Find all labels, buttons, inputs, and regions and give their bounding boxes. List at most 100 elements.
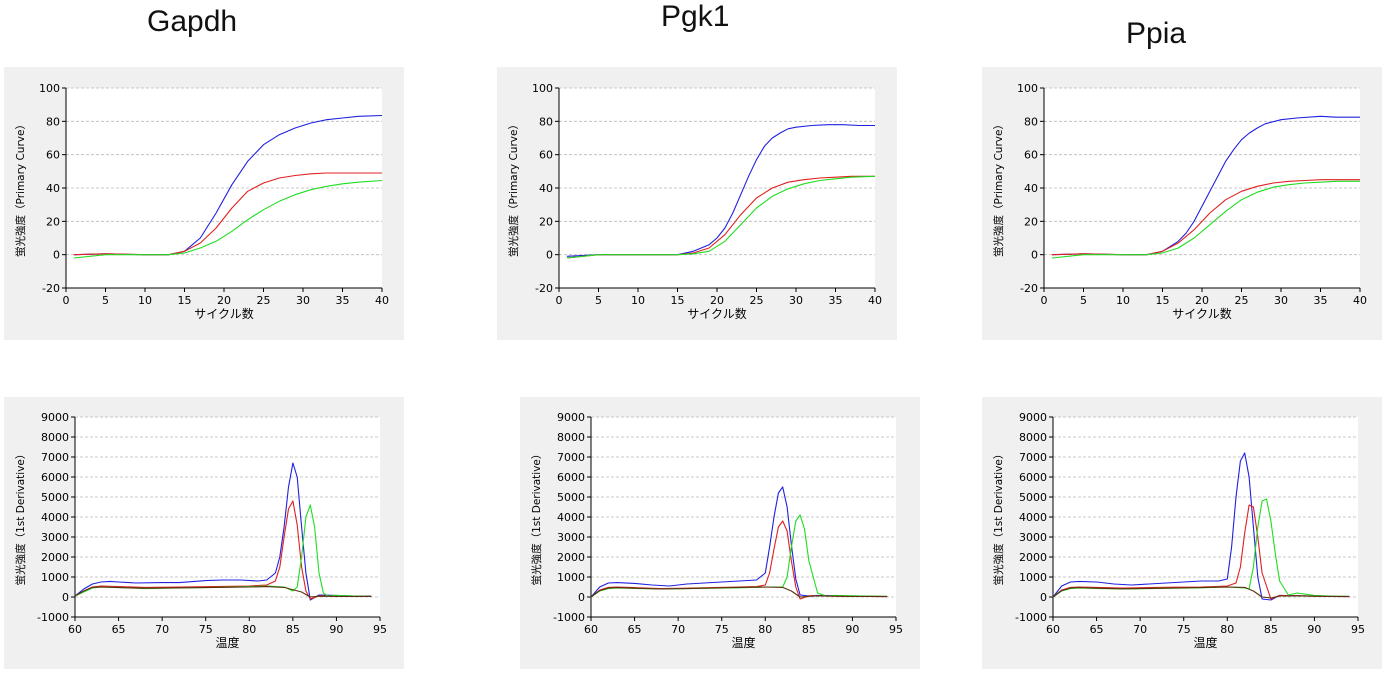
x-axis-label: 温度 <box>1193 635 1217 650</box>
y-tick-label: 60 <box>1024 149 1038 162</box>
series-line-dark <box>74 586 372 598</box>
y-tick-label: 4000 <box>41 511 69 524</box>
y-tick-label: 5000 <box>41 491 69 504</box>
x-axis-label: サイクル数 <box>194 306 253 321</box>
y-axis-label: 蛍光強度（Primary Curve） <box>14 119 27 257</box>
x-tick-label: 85 <box>802 623 816 636</box>
x-tick-label: 80 <box>758 623 772 636</box>
y-tick-label: 1000 <box>41 571 69 584</box>
chart-panel-ppia-melt: -1000 0 1000 2000 3000 4000 5000 6000 7000 8000 90… <box>982 397 1382 669</box>
y-tick-label: 2000 <box>557 551 585 564</box>
y-tick-label: 8000 <box>557 431 585 444</box>
x-tick-label: 60 <box>1046 623 1060 636</box>
x-tick-label: 0 <box>63 294 70 307</box>
x-tick-label: 15 <box>1156 294 1170 307</box>
y-tick-label: 3000 <box>557 531 585 544</box>
y-tick-label: 9000 <box>557 411 585 424</box>
x-tick-label: 0 <box>556 294 563 307</box>
x-tick-label: 30 <box>789 294 803 307</box>
series-line-green <box>73 179 383 259</box>
y-tick-label: 5000 <box>1019 491 1047 504</box>
series-line-dark <box>1052 586 1350 599</box>
y-tick-label: -20 <box>535 282 553 295</box>
y-tick-label: 1000 <box>1019 571 1047 584</box>
x-tick-label: 65 <box>1090 623 1104 636</box>
x-axis-label: サイクル数 <box>1172 306 1231 321</box>
gene-title-gapdh: Gapdh <box>147 5 238 38</box>
y-tick-label: 100 <box>39 82 60 95</box>
x-tick-label: 90 <box>845 623 859 636</box>
y-tick-label: 7000 <box>557 451 585 464</box>
melt-chart-gapdh: -1000 0 1000 2000 3000 4000 5000 6000 7000 8000 90… <box>14 411 387 650</box>
x-tick-label: 25 <box>1235 294 1249 307</box>
y-tick-label: 4000 <box>1019 511 1047 524</box>
y-tick-label: 40 <box>46 182 60 195</box>
x-tick-label: 75 <box>715 623 729 636</box>
y-tick-label: 60 <box>539 149 553 162</box>
x-tick-label: 35 <box>829 294 843 307</box>
x-tick-label: 25 <box>257 294 271 307</box>
x-tick-label: 20 <box>710 294 724 307</box>
y-tick-label: 20 <box>46 215 60 228</box>
x-tick-label: 95 <box>889 623 903 636</box>
x-tick-label: 90 <box>1307 623 1321 636</box>
y-tick-label: 7000 <box>41 451 69 464</box>
y-tick-label: -1000 <box>37 611 69 624</box>
y-tick-label: 6000 <box>41 471 69 484</box>
y-tick-label: -1000 <box>1015 611 1047 624</box>
y-tick-label: 40 <box>539 182 553 195</box>
y-tick-label: 100 <box>1017 82 1038 95</box>
x-tick-label: 15 <box>671 294 685 307</box>
x-tick-label: 80 <box>1220 623 1234 636</box>
y-tick-label: 0 <box>1031 249 1038 262</box>
y-tick-label: 0 <box>53 249 60 262</box>
chart-panel-gapdh-melt: -1000 0 1000 2000 3000 4000 5000 6000 7000 8000 90… <box>4 397 404 669</box>
chart-panel-ppia-amplification: -20 0 20 40 60 80 100 0 5 10 15 20 25 30 35 40 サイクル数 蛍光強度… <box>982 67 1382 340</box>
y-tick-label: 2000 <box>41 551 69 564</box>
x-tick-label: 35 <box>336 294 350 307</box>
x-tick-label: 95 <box>1351 623 1365 636</box>
chart-panel-pgk1-amplification: -20 0 20 40 60 80 100 0 5 10 15 20 25 30 35 40 サイクル数 蛍光強度… <box>497 67 897 340</box>
x-axis-label: 温度 <box>731 635 755 650</box>
x-tick-label: 10 <box>1116 294 1130 307</box>
y-tick-label: 5000 <box>557 491 585 504</box>
x-tick-label: 85 <box>286 623 300 636</box>
y-tick-label: 20 <box>539 215 553 228</box>
y-tick-label: 60 <box>46 149 60 162</box>
y-tick-label: 2000 <box>1019 551 1047 564</box>
y-tick-label: 80 <box>1024 115 1038 128</box>
x-tick-label: 70 <box>671 623 685 636</box>
x-tick-label: 40 <box>1353 294 1367 307</box>
x-tick-label: 35 <box>1314 294 1328 307</box>
gene-title-ppia: Ppia <box>1126 17 1187 50</box>
y-tick-label: 3000 <box>41 531 69 544</box>
x-tick-label: 40 <box>375 294 389 307</box>
y-axis-label: 蛍光強度（1st Derivative） <box>14 449 27 586</box>
x-tick-label: 80 <box>242 623 256 636</box>
y-tick-label: 8000 <box>41 431 69 444</box>
y-tick-label: 6000 <box>1019 471 1047 484</box>
y-tick-label: 80 <box>46 115 60 128</box>
x-tick-label: 15 <box>178 294 192 307</box>
y-tick-label: 7000 <box>1019 451 1047 464</box>
x-tick-label: 5 <box>595 294 602 307</box>
series-line-green <box>1051 180 1360 259</box>
y-tick-label: -20 <box>1020 282 1038 295</box>
y-tick-label: 3000 <box>1019 531 1047 544</box>
x-tick-label: 10 <box>138 294 152 307</box>
series-line-blue <box>566 124 875 257</box>
x-axis-label: 温度 <box>215 635 239 650</box>
x-tick-label: 70 <box>1133 623 1147 636</box>
x-tick-label: 70 <box>155 623 169 636</box>
gene-title-pgk1: Pgk1 <box>661 0 730 33</box>
x-tick-label: 60 <box>68 623 82 636</box>
x-tick-label: 0 <box>1041 294 1048 307</box>
x-tick-label: 90 <box>329 623 343 636</box>
x-tick-label: 20 <box>1195 294 1209 307</box>
y-axis-label: 蛍光強度（1st Derivative） <box>530 449 543 586</box>
x-tick-label: 10 <box>631 294 645 307</box>
y-tick-label: 1000 <box>557 571 585 584</box>
y-axis-label: 蛍光強度（Primary Curve） <box>992 119 1005 257</box>
x-tick-label: 85 <box>1264 623 1278 636</box>
